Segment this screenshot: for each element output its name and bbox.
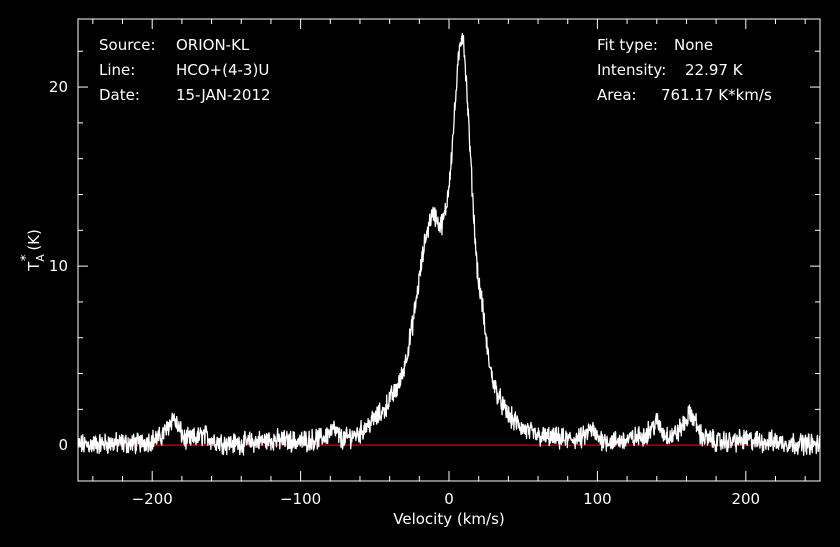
axis-ticks: −200 −100 0 100 200 0 10 20 — [49, 19, 820, 508]
y-axis-title-sub: A — [34, 254, 47, 262]
x-tick-label: −100 — [280, 490, 321, 508]
y-tick-label: 20 — [49, 78, 68, 96]
y-axis-title: TA* (K) — [19, 229, 47, 272]
y-tick-label: 0 — [58, 436, 68, 454]
info-fit-type-value: None — [674, 36, 713, 54]
info-source-value: ORION-KL — [176, 36, 250, 54]
plot-frame — [77, 18, 821, 482]
info-line-value: HCO+(4-3)U — [176, 61, 269, 79]
info-date-value: 15-JAN-2012 — [176, 86, 271, 104]
y-axis-title-unit: (K) — [25, 229, 43, 251]
y-tick-label: 10 — [49, 257, 68, 275]
y-axis-title-sup: * — [19, 254, 34, 261]
x-tick-label: 0 — [444, 490, 454, 508]
x-tick-label: −200 — [132, 490, 173, 508]
info-date-label: Date: — [99, 86, 140, 104]
info-intensity-label: Intensity: — [597, 61, 666, 79]
spectrum-series-line — [77, 32, 821, 456]
y-axis-title-main: T — [25, 261, 43, 272]
x-tick-label: 200 — [731, 490, 760, 508]
info-area-label: Area: — [597, 86, 637, 104]
x-tick-label: 100 — [583, 490, 612, 508]
info-intensity-value: 22.97 K — [685, 61, 744, 79]
info-area-value: 761.17 K*km/s — [661, 86, 772, 104]
info-fit-type-label: Fit type: — [597, 36, 658, 54]
y-axis-title-text: TA* (K) — [19, 229, 47, 272]
info-line-label: Line: — [99, 61, 135, 79]
x-axis-title: Velocity (km/s) — [393, 510, 504, 528]
info-source-label: Source: — [99, 36, 156, 54]
